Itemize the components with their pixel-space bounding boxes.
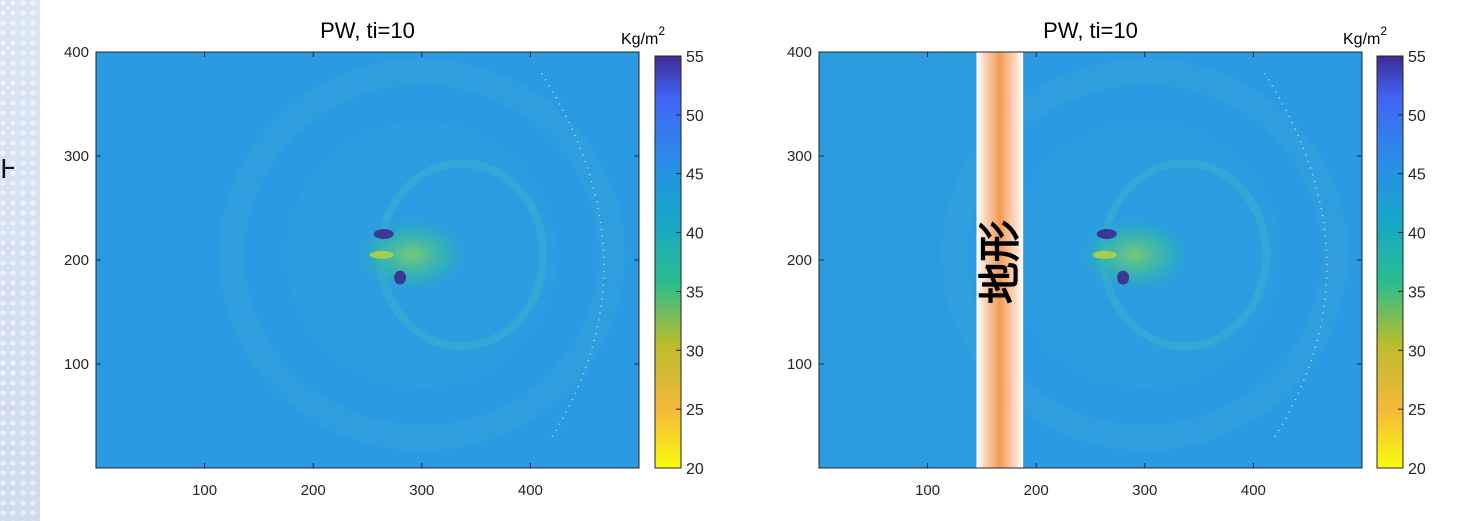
colorbar-unit: Kg/m2	[621, 24, 665, 48]
y-tick-label: 100	[787, 356, 812, 373]
x-tick-label: 200	[301, 482, 326, 499]
colorbar-tick-label: 25	[686, 402, 704, 419]
min-feature	[1093, 251, 1117, 259]
colorbar-tick-label: 35	[1408, 284, 1426, 301]
chart-title: PW, ti=10	[320, 18, 415, 43]
x-tick-label: 300	[1132, 482, 1157, 499]
colorbar-tick-label: 50	[686, 108, 704, 125]
y-tick-label: 400	[787, 44, 812, 61]
terrain-label: 地形	[975, 220, 1024, 304]
colorbar-tick-label: 20	[1408, 461, 1426, 478]
chart-panel-2: 地形 100 200 300 400 100 200 300 400 PW, ti=10 20 25 3…	[787, 18, 1426, 499]
y-tick-label: 200	[787, 252, 812, 269]
colorbar	[1377, 56, 1403, 468]
colorbar-tick-label: 20	[686, 461, 704, 478]
max-feature	[394, 271, 406, 285]
min-feature	[370, 251, 394, 259]
colorbar-tick-label: 40	[686, 226, 704, 243]
max-feature	[374, 229, 394, 239]
colorbar-unit: Kg/m2	[1343, 24, 1387, 48]
colorbar-tick-label: 55	[1408, 49, 1426, 66]
x-tick-label: 100	[192, 482, 217, 499]
x-tick-label: 200	[1024, 482, 1049, 499]
chart-title: PW, ti=10	[1043, 18, 1138, 43]
x-tick-label: 300	[409, 482, 434, 499]
colorbar-tick-label: 30	[1408, 343, 1426, 360]
y-tick-label: 400	[64, 44, 89, 61]
colorbar-tick-label: 35	[686, 284, 704, 301]
colorbar-tick-label: 45	[686, 167, 704, 184]
colorbar-unit-base: Kg/m	[621, 31, 658, 48]
colorbar-unit-superscript: 2	[658, 24, 665, 38]
max-feature	[1117, 271, 1129, 285]
colorbar	[655, 56, 681, 468]
y-tick-label: 300	[64, 148, 89, 165]
x-tick-label: 400	[518, 482, 543, 499]
colorbar-tick-label: 50	[1408, 108, 1426, 125]
colorbar-unit-superscript: 2	[1380, 24, 1387, 38]
y-tick-label: 300	[787, 148, 812, 165]
y-tick-label: 100	[64, 356, 89, 373]
chart-panel-1: 100 200 300 400 100 200 300 400 PW, ti=10 20 25 30 3…	[64, 18, 704, 499]
colorbar-tick-label: 40	[1408, 226, 1426, 243]
colorbar-tick-label: 45	[1408, 167, 1426, 184]
y-tick-label: 200	[64, 252, 89, 269]
colorbar-tick-label: 25	[1408, 402, 1426, 419]
x-tick-label: 100	[915, 482, 940, 499]
x-tick-label: 400	[1241, 482, 1266, 499]
colorbar-unit-base: Kg/m	[1343, 31, 1380, 48]
max-feature	[1097, 229, 1117, 239]
colorbar-tick-label: 30	[686, 343, 704, 360]
colorbar-tick-label: 55	[686, 49, 704, 66]
